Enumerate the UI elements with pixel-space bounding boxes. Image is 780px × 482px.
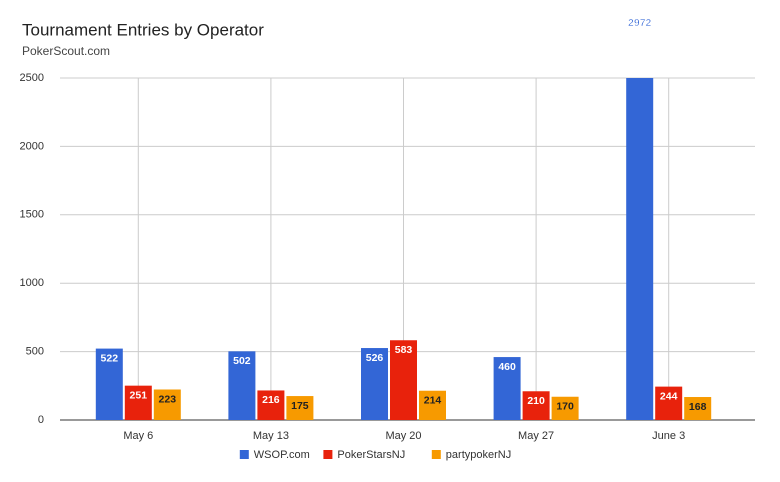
x-tick-label: May 20 (385, 430, 421, 442)
data-label: 2972 (628, 17, 652, 29)
data-label: 251 (130, 389, 148, 401)
y-tick-label: 1000 (20, 277, 44, 289)
data-label: 170 (556, 401, 574, 413)
data-label: 502 (233, 355, 251, 367)
y-tick-label: 1500 (20, 209, 44, 221)
legend-label: partypokerNJ (446, 449, 511, 461)
y-tick-label: 500 (26, 346, 44, 358)
data-label: 175 (291, 400, 309, 412)
y-tick-label: 2000 (20, 140, 44, 152)
data-label: 223 (159, 393, 177, 405)
bar (551, 396, 579, 420)
legend-swatch (239, 450, 249, 459)
data-label: 526 (366, 352, 384, 364)
data-label: 214 (424, 395, 442, 407)
legend-label: PokerStarsNJ (337, 449, 405, 461)
x-tick-label: June 3 (652, 430, 685, 442)
bar (286, 396, 314, 420)
plot-area (95, 78, 712, 420)
data-label: 583 (395, 344, 413, 356)
bar (684, 397, 712, 420)
legend-swatch (431, 450, 441, 459)
y-tick-label: 0 (38, 414, 44, 426)
y-tick-label: 2500 (20, 72, 44, 84)
data-label: 216 (262, 394, 280, 406)
data-label: 210 (527, 395, 545, 407)
data-label: 460 (498, 361, 516, 373)
data-label: 168 (689, 401, 707, 413)
x-tick-label: May 6 (123, 430, 153, 442)
legend-label: WSOP.com (254, 449, 310, 461)
bar (228, 351, 256, 420)
data-label: 522 (101, 352, 119, 364)
bar (626, 78, 654, 420)
bar (361, 348, 388, 420)
bar (419, 390, 446, 420)
bar (95, 348, 123, 420)
legend-swatch (323, 450, 333, 459)
bar (493, 357, 521, 420)
chart-title: Tournament Entries by Operator (22, 20, 264, 39)
data-label: 244 (660, 390, 678, 402)
bar (257, 390, 285, 420)
x-tick-label: May 13 (253, 430, 289, 442)
x-tick-label: May 27 (518, 430, 554, 442)
bar (655, 386, 683, 420)
bar (390, 340, 417, 420)
chart-subtitle: PokerScout.com (22, 44, 110, 58)
bar (124, 385, 152, 420)
bar (522, 391, 550, 420)
bar (153, 389, 181, 420)
